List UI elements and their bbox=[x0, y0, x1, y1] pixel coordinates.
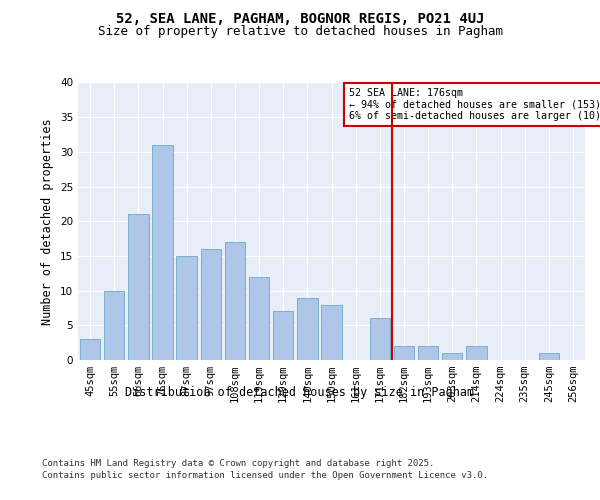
Text: 52 SEA LANE: 176sqm
← 94% of detached houses are smaller (153)
6% of semi-detach: 52 SEA LANE: 176sqm ← 94% of detached ho… bbox=[349, 88, 600, 121]
Bar bbox=[128, 214, 149, 360]
Bar bbox=[200, 249, 221, 360]
Bar bbox=[104, 290, 124, 360]
Bar bbox=[152, 145, 173, 360]
Bar bbox=[80, 339, 100, 360]
Bar bbox=[442, 353, 463, 360]
Text: Distribution of detached houses by size in Pagham: Distribution of detached houses by size … bbox=[125, 386, 475, 399]
Bar bbox=[539, 353, 559, 360]
Bar bbox=[297, 298, 317, 360]
Bar bbox=[370, 318, 390, 360]
Bar bbox=[224, 242, 245, 360]
Bar bbox=[466, 346, 487, 360]
Text: Size of property relative to detached houses in Pagham: Size of property relative to detached ho… bbox=[97, 24, 503, 38]
Bar bbox=[394, 346, 414, 360]
Text: Contains public sector information licensed under the Open Government Licence v3: Contains public sector information licen… bbox=[42, 472, 488, 480]
Bar bbox=[273, 312, 293, 360]
Text: 52, SEA LANE, PAGHAM, BOGNOR REGIS, PO21 4UJ: 52, SEA LANE, PAGHAM, BOGNOR REGIS, PO21… bbox=[116, 12, 484, 26]
Bar bbox=[176, 256, 197, 360]
Bar bbox=[321, 304, 342, 360]
Y-axis label: Number of detached properties: Number of detached properties bbox=[41, 118, 55, 324]
Text: Contains HM Land Registry data © Crown copyright and database right 2025.: Contains HM Land Registry data © Crown c… bbox=[42, 460, 434, 468]
Bar bbox=[249, 276, 269, 360]
Bar bbox=[418, 346, 439, 360]
